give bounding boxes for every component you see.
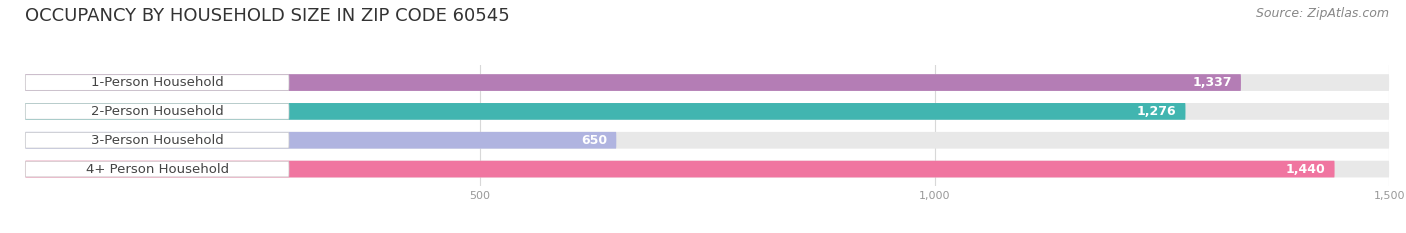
Text: 1-Person Household: 1-Person Household <box>91 76 224 89</box>
Text: 3-Person Household: 3-Person Household <box>91 134 224 147</box>
Text: 1,440: 1,440 <box>1285 163 1326 176</box>
FancyBboxPatch shape <box>25 161 290 177</box>
FancyBboxPatch shape <box>25 74 1389 91</box>
Text: OCCUPANCY BY HOUSEHOLD SIZE IN ZIP CODE 60545: OCCUPANCY BY HOUSEHOLD SIZE IN ZIP CODE … <box>25 7 510 25</box>
Text: Source: ZipAtlas.com: Source: ZipAtlas.com <box>1256 7 1389 20</box>
Text: 2-Person Household: 2-Person Household <box>91 105 224 118</box>
FancyBboxPatch shape <box>25 103 1185 120</box>
FancyBboxPatch shape <box>25 74 1241 91</box>
Text: 1,337: 1,337 <box>1192 76 1232 89</box>
FancyBboxPatch shape <box>25 104 290 119</box>
FancyBboxPatch shape <box>25 75 290 90</box>
Text: 1,276: 1,276 <box>1136 105 1177 118</box>
FancyBboxPatch shape <box>25 161 1389 178</box>
FancyBboxPatch shape <box>25 161 1334 178</box>
FancyBboxPatch shape <box>25 103 1389 120</box>
Text: 650: 650 <box>581 134 607 147</box>
FancyBboxPatch shape <box>25 132 290 148</box>
FancyBboxPatch shape <box>25 132 616 149</box>
FancyBboxPatch shape <box>25 132 1389 149</box>
Text: 4+ Person Household: 4+ Person Household <box>86 163 229 176</box>
